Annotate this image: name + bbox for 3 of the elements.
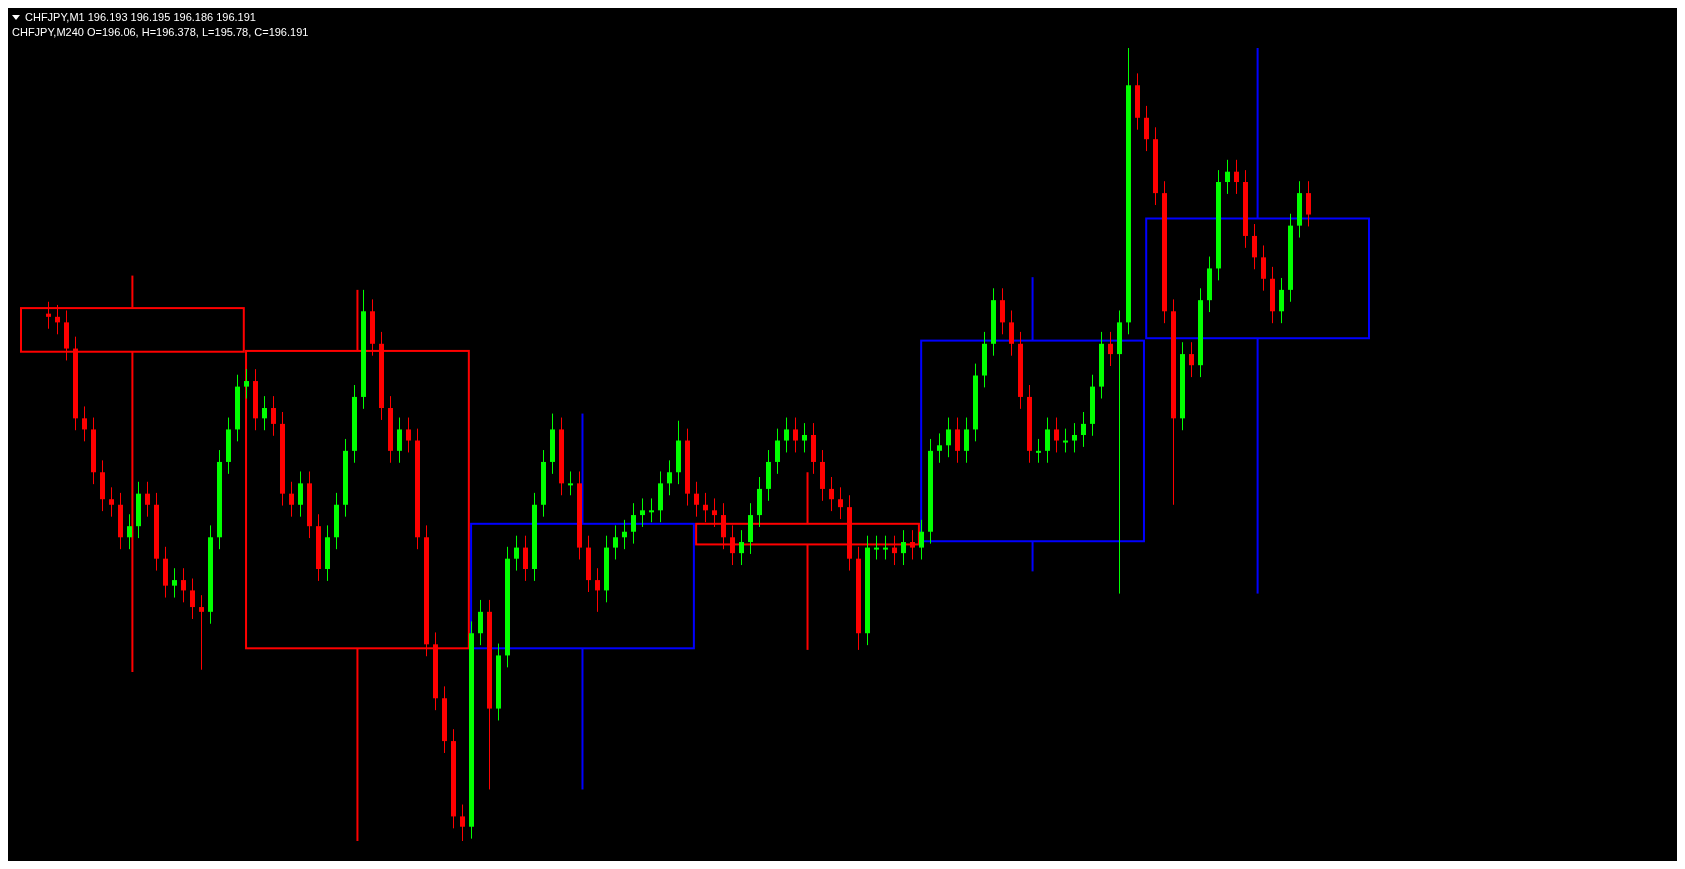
chart-title: CHFJPY,M1 196.193 196.195 196.186 196.191 [25,11,256,23]
chart-title: CHFJPY,M240 O=196.06, H=196.378, L=195.78, C=196.191 [12,26,309,38]
candlestick [649,498,654,523]
